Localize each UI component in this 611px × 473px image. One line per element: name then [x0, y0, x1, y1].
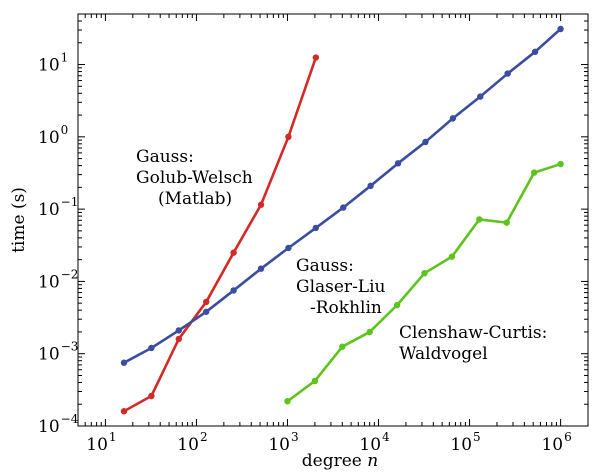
series-point-0: [175, 335, 182, 343]
x-tick-label: 104: [359, 430, 390, 455]
x-axis-label-var: n: [367, 451, 378, 471]
series-point-2: [448, 253, 456, 260]
series-point-2: [421, 269, 428, 277]
series-point-1: [531, 48, 539, 56]
y-tick-label: 10−4: [38, 412, 79, 437]
annotation-cc-line1: Clenshaw-Curtis:: [399, 323, 547, 343]
annotation-clenshaw-curtis: Clenshaw-Curtis: Waldvogel: [399, 323, 553, 364]
series-point-2: [339, 343, 346, 350]
series-point-1: [557, 25, 564, 33]
series-point-2: [284, 398, 291, 405]
annotation-glr-line3: -Rokhlin: [310, 298, 382, 318]
y-tick-label: 100: [38, 123, 68, 148]
series-point-2: [503, 219, 510, 226]
series-point-1: [148, 344, 155, 352]
plot-frame: [77, 13, 589, 427]
series-point-1: [340, 204, 347, 211]
annotation-golub-welsch-line3: (Matlab): [158, 189, 232, 209]
series-point-0: [148, 392, 155, 400]
y-tick-label: 101: [38, 51, 68, 76]
series-point-1: [312, 224, 320, 232]
series-point-2: [557, 160, 564, 168]
annotation-golub-welsch: Gauss: Golub-Welsch (Matlab): [136, 147, 258, 209]
series-group: [120, 25, 564, 415]
series-point-0: [285, 133, 292, 141]
series-point-2: [311, 377, 319, 385]
x-axis-label-main: degree: [302, 451, 367, 471]
series-point-0: [257, 201, 265, 208]
series-point-1: [367, 182, 374, 190]
x-tick-label: 101: [86, 430, 116, 455]
series-point-1: [504, 70, 511, 77]
series-point-0: [120, 408, 128, 415]
y-tick-label: 10−3: [38, 340, 78, 365]
series-point-1: [230, 287, 237, 294]
series-point-1: [175, 327, 182, 334]
annotation-golub-welsch-line1: Gauss:: [136, 147, 194, 167]
series-point-1: [449, 115, 457, 122]
series-point-0: [312, 54, 320, 61]
annotation-glaser-liu-rokhlin: Gauss: Glaser-Liu -Rokhlin: [296, 256, 391, 318]
series-point-1: [422, 138, 429, 146]
x-axis-label: degree n: [302, 451, 378, 471]
tick-marks: [77, 13, 589, 427]
x-tick-label: 106: [541, 430, 571, 455]
series-point-2: [366, 328, 373, 336]
series-line-0: [123, 57, 318, 413]
y-axis-label: time (s): [9, 187, 29, 253]
series-point-1: [120, 359, 128, 366]
y-tick-labels: 10−4 10−3 10−2 10−1 100 101: [38, 51, 79, 437]
annotation-golub-welsch-line2: Golub-Welsch: [136, 168, 253, 188]
x-tick-labels: 101 102 103 104 105 106: [86, 430, 571, 455]
series-point-1: [285, 244, 292, 252]
annotation-glr-line1: Gauss:: [296, 256, 354, 276]
series-point-1: [477, 93, 484, 100]
series-point-2: [530, 169, 538, 176]
series-point-1: [203, 308, 210, 315]
series-point-0: [230, 249, 237, 256]
x-tick-label: 103: [268, 430, 298, 455]
series-point-2: [476, 216, 483, 223]
x-tick-label: 102: [177, 430, 207, 455]
series-point-2: [393, 301, 401, 309]
x-tick-label: 105: [450, 430, 480, 455]
series-point-1: [257, 265, 265, 272]
annotation-glr-line2: Glaser-Liu: [296, 277, 386, 297]
series-point-1: [394, 160, 402, 167]
y-tick-label: 10−2: [38, 267, 78, 292]
series-point-0: [203, 298, 210, 306]
y-tick-label: 10−1: [38, 195, 78, 220]
annotation-cc-line2: Waldvogel: [399, 344, 488, 364]
